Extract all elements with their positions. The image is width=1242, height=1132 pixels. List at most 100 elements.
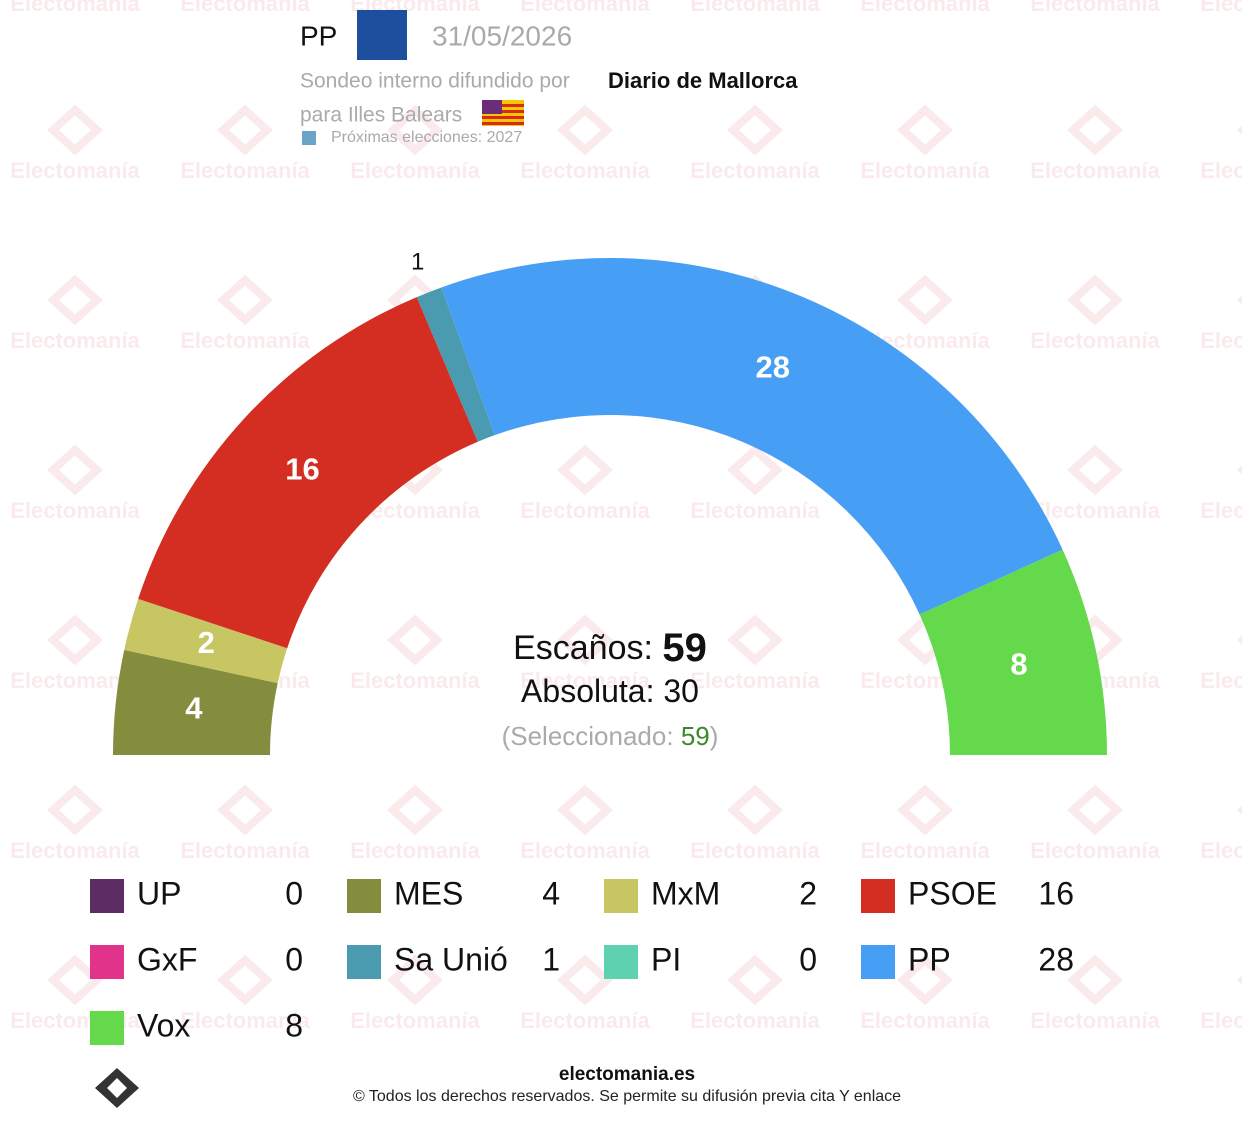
watermark: Electomanía xyxy=(690,0,820,16)
watermark: Electomanía xyxy=(180,0,310,16)
watermark: Electomanía xyxy=(520,498,650,523)
watermark-icon xyxy=(897,274,953,326)
segment-label: 28 xyxy=(755,350,789,385)
watermark-icon xyxy=(727,954,783,1006)
watermark: Electomanía xyxy=(1200,1008,1242,1033)
watermark: Electomanía xyxy=(1030,1008,1160,1033)
watermark-icon xyxy=(387,104,443,156)
legend-value: 16 xyxy=(1038,875,1074,911)
legend-icon xyxy=(90,1011,124,1045)
watermark-icon xyxy=(727,614,783,666)
hemicycle: 4 2 16 1 28 8 xyxy=(113,249,1107,755)
watermark: Electomanía xyxy=(520,158,650,183)
watermark: Electomanía xyxy=(180,838,310,863)
ballot-icon xyxy=(302,131,316,145)
watermark: Electomanía xyxy=(860,158,990,183)
watermark-icon xyxy=(387,954,443,1006)
watermark: Electomanía xyxy=(1200,838,1242,863)
watermark: Electomanía xyxy=(1200,0,1242,16)
watermark: Electomanía xyxy=(180,328,310,353)
watermark: Electomanía xyxy=(10,328,140,353)
legend-name: PP xyxy=(908,941,951,977)
watermark-icon xyxy=(1067,104,1123,156)
legend-value: 0 xyxy=(799,941,817,977)
seat-segment xyxy=(919,549,1107,755)
selected-close: ) xyxy=(710,721,719,751)
watermark: Electomanía xyxy=(180,158,310,183)
watermark: Electomanía xyxy=(690,838,820,863)
segment-label: 16 xyxy=(285,451,319,486)
seat-segment xyxy=(441,258,1063,615)
total-label: Escaños: xyxy=(513,629,653,667)
watermark: Electomanía xyxy=(520,1008,650,1033)
seat-segment xyxy=(416,287,495,442)
watermark: Electomanía xyxy=(1030,158,1160,183)
date: 31/05/2026 xyxy=(432,20,572,51)
watermarks: Electomanía Electomanía Electomanía Electom… xyxy=(10,0,1242,1033)
watermark: Electomanía xyxy=(1030,838,1160,863)
legend-value: 2 xyxy=(799,875,817,911)
majority: Absoluta: 30 xyxy=(521,673,699,709)
watermark: Electomanía xyxy=(860,1008,990,1033)
watermark-icon xyxy=(387,614,443,666)
watermark-icon xyxy=(47,614,103,666)
legend-value: 4 xyxy=(542,875,560,911)
watermark: Electomanía xyxy=(10,498,140,523)
watermark: Electomanía xyxy=(350,158,480,183)
majority-value: 30 xyxy=(663,673,699,709)
legend-value: 1 xyxy=(542,941,560,977)
watermark-icon xyxy=(897,784,953,836)
watermark-icon xyxy=(217,274,273,326)
watermark: Electomanía xyxy=(1030,498,1160,523)
watermark-icon xyxy=(1067,784,1123,836)
legend-value: 28 xyxy=(1038,941,1074,977)
watermark: Electomanía xyxy=(1200,668,1242,693)
watermark-icon xyxy=(557,614,613,666)
legend-name: GxF xyxy=(137,941,197,977)
selected-label: (Seleccionado: xyxy=(502,721,674,751)
legend-value: 0 xyxy=(285,875,303,911)
next-elections: Próximas elecciones: 2027 xyxy=(331,129,522,146)
legend-name: PSOE xyxy=(908,875,997,911)
watermark-icon xyxy=(727,444,783,496)
seat-segment xyxy=(138,297,478,649)
watermark: Electomanía xyxy=(1030,0,1160,16)
source: Diario de Mallorca xyxy=(608,68,798,93)
watermark: Electomanía xyxy=(860,0,990,16)
watermark: Electomanía xyxy=(10,838,140,863)
watermark-icon xyxy=(47,954,103,1006)
watermark-icon xyxy=(897,954,953,1006)
watermark-icon xyxy=(47,104,103,156)
watermark-icon xyxy=(727,784,783,836)
watermark-icon xyxy=(1067,954,1123,1006)
legend-icon xyxy=(861,879,895,913)
watermark: Electomanía xyxy=(350,838,480,863)
legend-name: MxM xyxy=(651,875,720,911)
segment-label: 1 xyxy=(411,249,424,276)
watermark: Electomanía xyxy=(690,1008,820,1033)
watermark-icon xyxy=(47,444,103,496)
source-prefix: Sondeo interno difundido por xyxy=(300,70,570,93)
watermark-icon xyxy=(897,104,953,156)
selected: (Seleccionado: 59) xyxy=(502,721,719,751)
watermark: Electomanía xyxy=(10,0,140,16)
watermark: Electomanía xyxy=(1200,328,1242,353)
watermark-icon xyxy=(217,104,273,156)
legend-icon xyxy=(861,945,895,979)
segment-label: 2 xyxy=(198,625,215,660)
legend-icon xyxy=(90,945,124,979)
watermark-icon xyxy=(47,784,103,836)
watermark: Electomanía xyxy=(1030,328,1160,353)
watermark: Electomanía xyxy=(180,1008,310,1033)
party: PP xyxy=(300,20,337,51)
watermark: Electomanía xyxy=(350,1008,480,1033)
legend-name: Vox xyxy=(137,1007,190,1043)
watermark-icon xyxy=(1067,274,1123,326)
selected-value: 59 xyxy=(681,721,710,751)
watermark-icon xyxy=(727,104,783,156)
watermark-icon xyxy=(557,784,613,836)
flag xyxy=(482,100,524,126)
watermark-icon xyxy=(557,444,613,496)
watermark: Electomanía xyxy=(1200,158,1242,183)
